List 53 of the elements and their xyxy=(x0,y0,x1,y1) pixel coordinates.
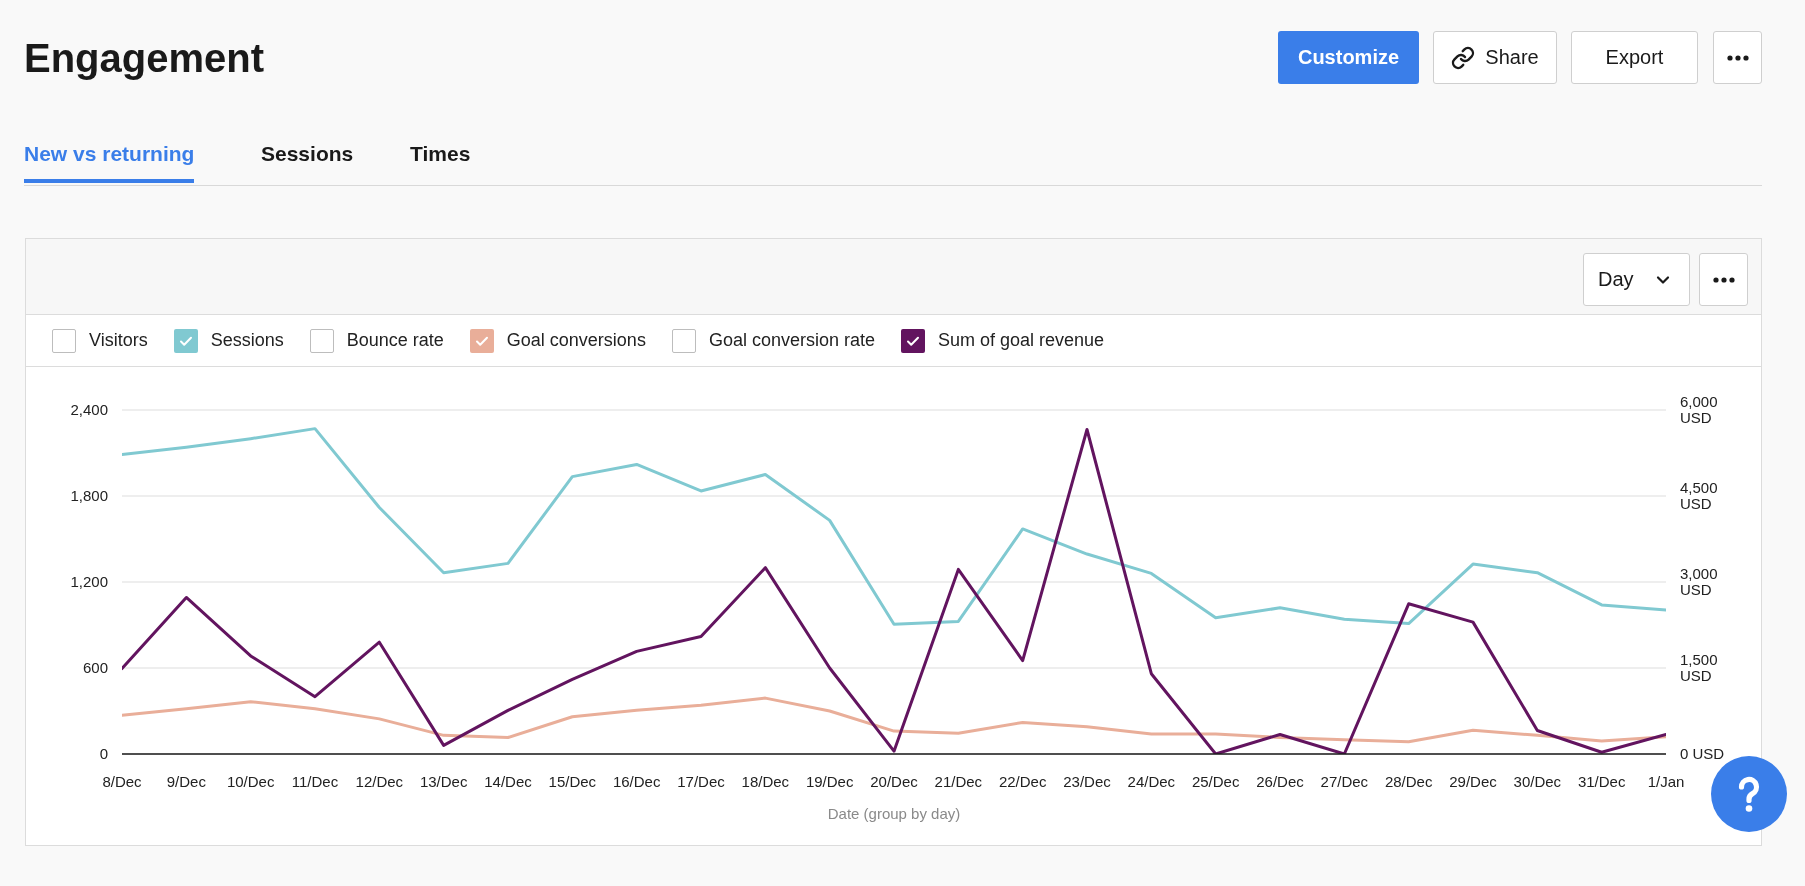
x-tick-label: 26/Dec xyxy=(1256,772,1305,790)
legend-label: Bounce rate xyxy=(346,330,444,351)
y-tick-label: 1,200 xyxy=(70,573,108,591)
x-tick-label: 22/Dec xyxy=(998,772,1047,790)
x-tick-label: 31/Dec xyxy=(1577,772,1626,790)
dropdown: Day xyxy=(1583,253,1690,306)
x-tick-label: 9/Dec xyxy=(166,772,207,790)
y2-tick-label: 3,000 USD xyxy=(1680,565,1718,598)
y-tick-label: 2,400 xyxy=(70,401,108,419)
legend-label: Sum of goal revenue xyxy=(937,330,1105,351)
text: New vs returning xyxy=(24,141,195,183)
button: Share xyxy=(1433,31,1557,84)
text: Sessions xyxy=(261,141,354,167)
x-tick-label: 1/Jan xyxy=(1647,772,1685,790)
y2-tick-label: 6,000 USD xyxy=(1680,393,1718,426)
x-tick-label: 23/Dec xyxy=(1063,772,1112,790)
y2-tick-label: 1,500 USD xyxy=(1680,651,1718,684)
text: Times xyxy=(410,141,471,167)
chart-title: Engagement xyxy=(24,35,265,81)
y2-tick-label: 4,500 USD xyxy=(1680,479,1718,512)
line-series xyxy=(122,427,1666,754)
y2-tick-label: 0 USD xyxy=(1680,745,1725,762)
button: Export xyxy=(1571,31,1698,84)
line-series xyxy=(122,696,1666,744)
legend-label: Goal conversion rate xyxy=(708,330,875,351)
y-tick-label: 0 xyxy=(99,745,108,763)
x-tick-label: 27/Dec xyxy=(1320,772,1369,790)
x-tick-label: 19/Dec xyxy=(805,772,854,790)
x-tick-label: 21/Dec xyxy=(934,772,983,790)
x-tick-label: 17/Dec xyxy=(677,772,726,790)
line-series xyxy=(122,427,1666,626)
x-tick-label: 24/Dec xyxy=(1127,772,1176,790)
legend-label: Visitors xyxy=(89,330,148,351)
x-tick-label: 20/Dec xyxy=(870,772,919,790)
x-tick-label: 16/Dec xyxy=(612,772,661,790)
y-tick-label: 600 xyxy=(82,659,108,677)
x-tick-label: 11/Dec xyxy=(291,772,339,790)
x-tick-label: 8/Dec xyxy=(102,772,143,790)
button: Customize xyxy=(1278,31,1419,84)
x-tick-label: 12/Dec xyxy=(355,772,404,790)
legend-label: Sessions xyxy=(210,330,284,351)
x-tick-label: 10/Dec xyxy=(226,772,275,790)
x-axis-title: Date (group by day) xyxy=(827,805,961,822)
y-tick-label: 1,800 xyxy=(70,487,108,505)
x-tick-label: 28/Dec xyxy=(1384,772,1433,790)
x-tick-label: 18/Dec xyxy=(741,772,790,790)
legend-label: Goal conversions xyxy=(506,330,646,351)
x-tick-label: 30/Dec xyxy=(1513,772,1562,790)
x-tick-label: 14/Dec xyxy=(484,772,533,790)
x-tick-label: 13/Dec xyxy=(419,772,468,790)
x-tick-label: 15/Dec xyxy=(548,772,597,790)
x-tick-label: 25/Dec xyxy=(1191,772,1240,790)
x-tick-label: 29/Dec xyxy=(1449,772,1498,790)
